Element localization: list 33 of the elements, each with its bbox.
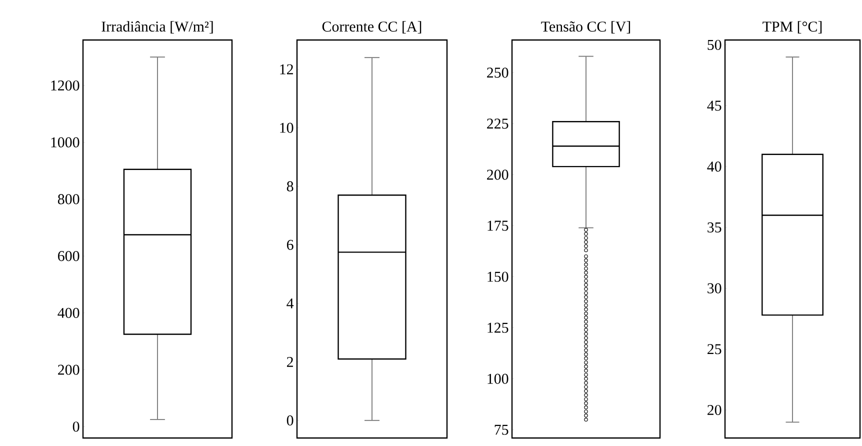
y-tick-label: 125: [488, 322, 508, 333]
y-tick-label: 35: [708, 222, 722, 232]
y-tick-label: 12: [280, 64, 293, 74]
y-tick-label: 175: [488, 220, 508, 231]
y-tick-label: 8: [286, 181, 294, 192]
y-tick-label: 800: [58, 194, 80, 204]
y-tick-label: 200: [58, 364, 80, 375]
y-tick-label: 6: [286, 240, 294, 250]
y-tick-label: 40: [707, 162, 722, 172]
y-tick-label: 200: [487, 170, 508, 180]
y-tick-label: 0: [72, 422, 80, 432]
y-tick-label: 600: [58, 251, 80, 262]
y-tick-label: 75: [494, 424, 508, 435]
y-tick-label: 25: [708, 344, 722, 354]
x-tick-label: Tensão CC [V]: [541, 21, 630, 34]
y-tick-label: 100: [488, 374, 508, 384]
x-tick-label: Irradiância [W/m²]: [102, 21, 213, 34]
y-tick-label: 10: [280, 122, 294, 133]
y-tick-label: 225: [487, 118, 508, 129]
y-tick-label: 2: [286, 356, 293, 367]
y-tick-label: 45: [707, 100, 722, 111]
y-tick-label: 400: [58, 308, 80, 318]
y-tick-label: 4: [286, 298, 294, 308]
x-tick-label: Corrente CC [A]: [322, 21, 422, 34]
y-tick-label: 150: [488, 272, 508, 282]
y-tick-label: 1200: [51, 80, 80, 91]
y-tick-label: 1000: [51, 137, 80, 148]
x-tick-label: TPM [°C]: [762, 21, 822, 34]
y-tick-label: 30: [708, 283, 722, 294]
y-tick-label: 20: [708, 404, 722, 416]
y-tick-label: 50: [708, 40, 722, 50]
y-tick-label: 0: [286, 415, 294, 426]
y-tick-label: 250: [487, 68, 508, 78]
